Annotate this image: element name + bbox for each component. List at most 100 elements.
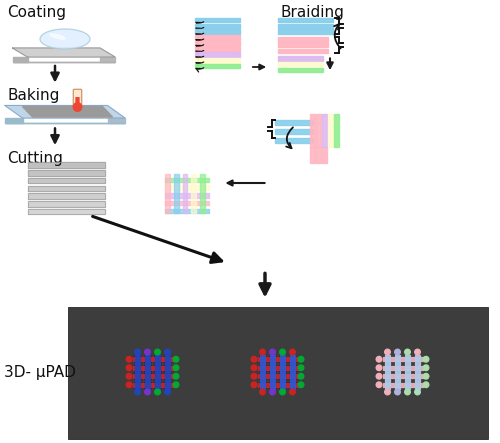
Polygon shape [5,118,22,123]
Bar [258,374,298,378]
Polygon shape [316,148,320,163]
Bar [132,365,172,370]
Circle shape [126,357,132,362]
Bar [258,383,298,387]
Bar [384,365,392,371]
Bar [135,355,140,389]
Polygon shape [165,193,209,198]
Circle shape [376,382,382,388]
Text: 3D- μPAD: 3D- μPAD [4,365,76,380]
Circle shape [414,389,420,395]
Bar [134,381,141,388]
Polygon shape [28,178,105,183]
Polygon shape [182,174,188,213]
Circle shape [173,365,179,370]
Circle shape [280,349,285,355]
Bar [278,365,286,371]
Bar [384,373,392,380]
Polygon shape [165,209,209,213]
Circle shape [298,357,304,362]
Polygon shape [195,58,240,63]
Polygon shape [310,114,314,148]
Bar [290,355,295,389]
Bar [288,381,296,388]
Bar [155,355,160,389]
Polygon shape [165,174,170,213]
FancyBboxPatch shape [73,89,82,108]
Polygon shape [195,18,240,23]
Bar [414,373,422,380]
Polygon shape [165,186,209,190]
Bar [154,356,162,362]
Circle shape [251,373,257,379]
Circle shape [423,365,429,370]
Bar [394,365,402,371]
Polygon shape [195,41,240,46]
Bar [382,365,422,370]
Bar [395,355,400,389]
Polygon shape [195,24,240,28]
FancyBboxPatch shape [76,97,80,107]
Bar [145,355,150,389]
Polygon shape [195,64,240,69]
Polygon shape [195,53,240,57]
Polygon shape [278,24,332,28]
Polygon shape [322,148,326,163]
Polygon shape [191,174,196,213]
Circle shape [144,349,150,355]
Circle shape [290,389,296,395]
Circle shape [260,389,266,395]
Polygon shape [28,186,105,191]
Circle shape [134,389,140,395]
Circle shape [154,349,160,355]
FancyBboxPatch shape [68,307,488,439]
Circle shape [423,357,429,362]
Polygon shape [28,170,105,176]
Polygon shape [275,139,312,144]
Bar [154,373,162,380]
Bar [165,355,170,389]
Circle shape [134,349,140,355]
Circle shape [298,373,304,379]
Bar [164,365,172,371]
Polygon shape [278,43,328,47]
Polygon shape [278,62,322,66]
Circle shape [126,382,132,388]
Circle shape [173,382,179,388]
Polygon shape [28,201,105,207]
Bar [258,365,266,371]
Circle shape [173,373,179,379]
Circle shape [270,349,276,355]
Polygon shape [278,30,332,34]
Bar [288,373,296,380]
Bar [404,356,411,362]
Polygon shape [278,67,322,72]
Bar [258,381,266,388]
Circle shape [251,382,257,388]
Circle shape [414,349,420,355]
Bar [278,373,286,380]
Polygon shape [28,209,105,214]
Circle shape [376,357,382,362]
Circle shape [290,349,296,355]
Polygon shape [278,18,332,23]
Circle shape [173,357,179,362]
Circle shape [394,389,400,395]
Bar [415,355,420,389]
Circle shape [251,357,257,362]
Bar [154,365,162,371]
Text: Coating: Coating [8,5,66,20]
Polygon shape [165,201,209,205]
Circle shape [298,382,304,388]
Bar [134,365,141,371]
Bar [258,365,298,370]
Circle shape [384,389,390,395]
Bar [414,365,422,371]
Text: Braiding: Braiding [280,5,344,20]
Bar [414,381,422,388]
Polygon shape [174,174,178,213]
Circle shape [376,365,382,370]
Circle shape [376,373,382,379]
Polygon shape [12,57,28,62]
Polygon shape [322,114,326,148]
